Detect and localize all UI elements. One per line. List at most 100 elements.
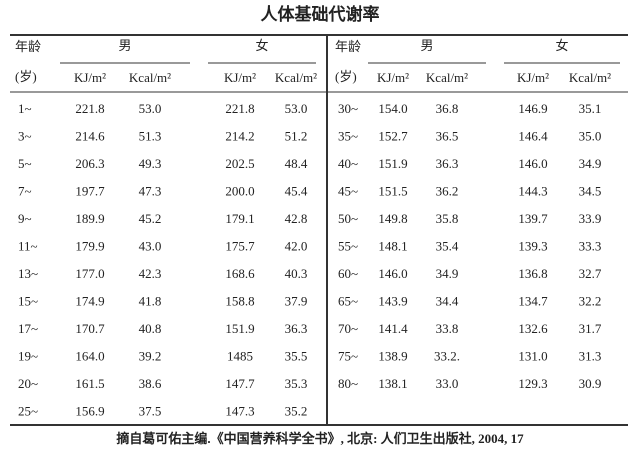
value-cell: 1485 — [227, 348, 253, 363]
header-cell: Kcal/m² — [275, 70, 317, 85]
value-cell: 152.7 — [378, 128, 408, 143]
value-cell: 33.2. — [434, 348, 460, 363]
age-cell: 45~ — [338, 183, 358, 198]
header-cell: 年龄 — [335, 39, 361, 54]
value-cell: 42.8 — [285, 211, 308, 226]
header-cell: KJ/m² — [377, 70, 409, 85]
header-cell: KJ/m² — [74, 70, 106, 85]
value-cell: 35.0 — [579, 128, 602, 143]
value-cell: 35.3 — [285, 376, 308, 391]
age-cell: 19~ — [18, 348, 38, 363]
age-cell: 40~ — [338, 156, 358, 171]
value-cell: 33.8 — [436, 321, 459, 336]
value-cell: 146.9 — [518, 101, 547, 116]
value-cell: 202.5 — [225, 156, 254, 171]
value-cell: 139.3 — [518, 238, 547, 253]
value-cell: 136.8 — [518, 266, 547, 281]
value-cell: 132.6 — [518, 321, 548, 336]
header-cell: 女 — [255, 38, 268, 53]
value-cell: 146.0 — [518, 156, 547, 171]
value-cell: 151.9 — [225, 321, 254, 336]
value-cell: 139.7 — [518, 211, 548, 226]
header-cell: 年龄 — [15, 39, 41, 54]
header-cell: 女 — [555, 38, 568, 53]
value-cell: 35.5 — [285, 348, 308, 363]
header-cell: Kcal/m² — [569, 70, 611, 85]
footer: 摘自葛可佑主编.《中国营养科学全书》, 北京: 人们卫生出版社, 2004, 1… — [116, 431, 524, 446]
age-cell: 55~ — [338, 238, 358, 253]
age-cell: 50~ — [338, 211, 358, 226]
value-cell: 36.8 — [436, 101, 459, 116]
header-cell: Kcal/m² — [129, 70, 171, 85]
value-cell: 129.3 — [518, 376, 547, 391]
header-cell: 男 — [420, 38, 433, 53]
value-cell: 151.5 — [378, 183, 407, 198]
age-cell: 30~ — [338, 101, 358, 116]
value-cell: 35.1 — [579, 101, 602, 116]
value-cell: 174.9 — [75, 293, 104, 308]
value-cell: 200.0 — [225, 183, 254, 198]
value-cell: 36.3 — [436, 156, 459, 171]
age-cell: 25~ — [18, 403, 38, 418]
value-cell: 40.8 — [139, 321, 162, 336]
value-cell: 42.0 — [285, 238, 308, 253]
value-cell: 37.5 — [139, 403, 162, 418]
value-cell: 146.0 — [378, 266, 407, 281]
value-cell: 34.4 — [436, 293, 459, 308]
value-cell: 34.9 — [436, 266, 459, 281]
value-cell: 34.5 — [579, 183, 602, 198]
value-cell: 221.8 — [75, 101, 104, 116]
value-cell: 149.8 — [378, 211, 407, 226]
title: 人体基础代谢率 — [261, 4, 380, 24]
value-cell: 45.2 — [139, 211, 162, 226]
value-cell: 33.3 — [579, 238, 602, 253]
value-cell: 168.6 — [225, 266, 255, 281]
age-cell: 1~ — [18, 101, 32, 116]
value-cell: 40.3 — [285, 266, 308, 281]
value-cell: 189.9 — [75, 211, 104, 226]
value-cell: 53.0 — [139, 101, 162, 116]
value-cell: 175.7 — [225, 238, 255, 253]
age-cell: 7~ — [18, 183, 32, 198]
age-cell: 65~ — [338, 293, 358, 308]
age-cell: 35~ — [338, 128, 358, 143]
value-cell: 141.4 — [378, 321, 408, 336]
value-cell: 197.7 — [75, 183, 105, 198]
value-cell: 221.8 — [225, 101, 254, 116]
value-cell: 138.9 — [378, 348, 407, 363]
age-cell: 20~ — [18, 376, 38, 391]
value-cell: 143.9 — [378, 293, 407, 308]
value-cell: 35.8 — [436, 211, 459, 226]
value-cell: 38.6 — [139, 376, 162, 391]
value-cell: 134.7 — [518, 293, 548, 308]
value-cell: 33.9 — [579, 211, 602, 226]
age-cell: 11~ — [18, 238, 38, 253]
value-cell: 147.7 — [225, 376, 255, 391]
value-cell: 151.9 — [378, 156, 407, 171]
header-cell: KJ/m² — [517, 70, 549, 85]
value-cell: 48.4 — [285, 156, 308, 171]
value-cell: 32.7 — [579, 266, 602, 281]
age-cell: 75~ — [338, 348, 358, 363]
value-cell: 49.3 — [139, 156, 162, 171]
age-cell: 5~ — [18, 156, 32, 171]
value-cell: 36.2 — [436, 183, 459, 198]
value-cell: 146.4 — [518, 128, 548, 143]
value-cell: 39.2 — [139, 348, 162, 363]
value-cell: 164.0 — [75, 348, 104, 363]
value-cell: 42.3 — [139, 266, 162, 281]
age-cell: 13~ — [18, 266, 38, 281]
value-cell: 36.3 — [285, 321, 308, 336]
age-cell: 9~ — [18, 211, 32, 226]
value-cell: 43.0 — [139, 238, 162, 253]
value-cell: 32.2 — [579, 293, 602, 308]
value-cell: 37.9 — [285, 293, 308, 308]
header-cell: (岁) — [15, 69, 37, 84]
header-cell: KJ/m² — [224, 70, 256, 85]
header-cell: (岁) — [335, 69, 357, 84]
header-cell: Kcal/m² — [426, 70, 468, 85]
age-cell: 3~ — [18, 128, 32, 143]
value-cell: 30.9 — [579, 376, 602, 391]
value-cell: 206.3 — [75, 156, 104, 171]
